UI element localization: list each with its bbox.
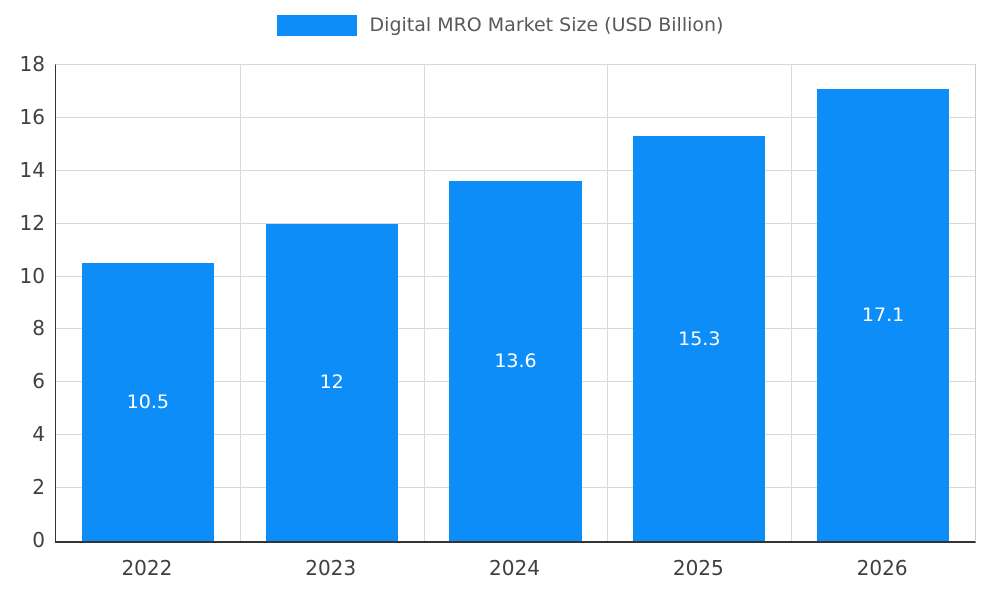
- x-tick-label: 2023: [305, 556, 357, 580]
- bar-value-label: 17.1: [861, 303, 905, 326]
- y-tick-label: 4: [32, 422, 45, 447]
- bar-value-label: 10.5: [126, 391, 170, 414]
- x-tick-label: 2026: [856, 556, 908, 580]
- bar-2026: 17.1: [816, 88, 950, 541]
- bar-value-label: 12: [319, 371, 344, 394]
- bar-value-label: 15.3: [678, 327, 721, 350]
- x-tick-label: 2025: [672, 556, 724, 580]
- x-axis: 2022 2023 2024 2025 2026: [55, 556, 974, 590]
- v-gridline: [791, 65, 793, 541]
- y-tick-label: 8: [32, 316, 45, 341]
- y-tick-label: 16: [19, 104, 45, 129]
- h-gridline: [56, 116, 975, 118]
- x-tick-label: 2024: [489, 556, 540, 580]
- y-tick-label: 0: [32, 528, 45, 552]
- bar-2025: 15.3: [633, 136, 766, 541]
- x-tick-label: 2022: [121, 556, 173, 580]
- y-axis: 0 2 4 6 8 10 12 14 16 18: [0, 54, 45, 550]
- legend: Digital MRO Market Size (USD Billion): [0, 14, 1000, 36]
- y-tick-label: 14: [19, 157, 45, 182]
- v-gridline: [607, 65, 609, 541]
- legend-swatch: [276, 14, 357, 36]
- bar-value-label: 13.6: [494, 350, 537, 373]
- y-tick-label: 12: [19, 210, 45, 235]
- chart-title: Digital MRO Market Size (USD Billion): [369, 14, 724, 36]
- bar-2022: 10.5: [81, 263, 215, 541]
- y-tick-label: 2: [32, 475, 45, 500]
- bar-2024: 13.6: [449, 181, 582, 541]
- h-gridline: [56, 64, 975, 65]
- y-tick-label: 6: [32, 369, 45, 394]
- plot-area: 10.5 12 13.6 15.3 17.1: [55, 64, 976, 543]
- y-tick-label: 10: [19, 263, 45, 288]
- h-gridline: [56, 169, 975, 171]
- bar-2023: 12: [265, 223, 398, 541]
- v-gridline: [423, 65, 425, 541]
- y-tick-label: 18: [19, 52, 45, 76]
- v-gridline: [239, 65, 241, 541]
